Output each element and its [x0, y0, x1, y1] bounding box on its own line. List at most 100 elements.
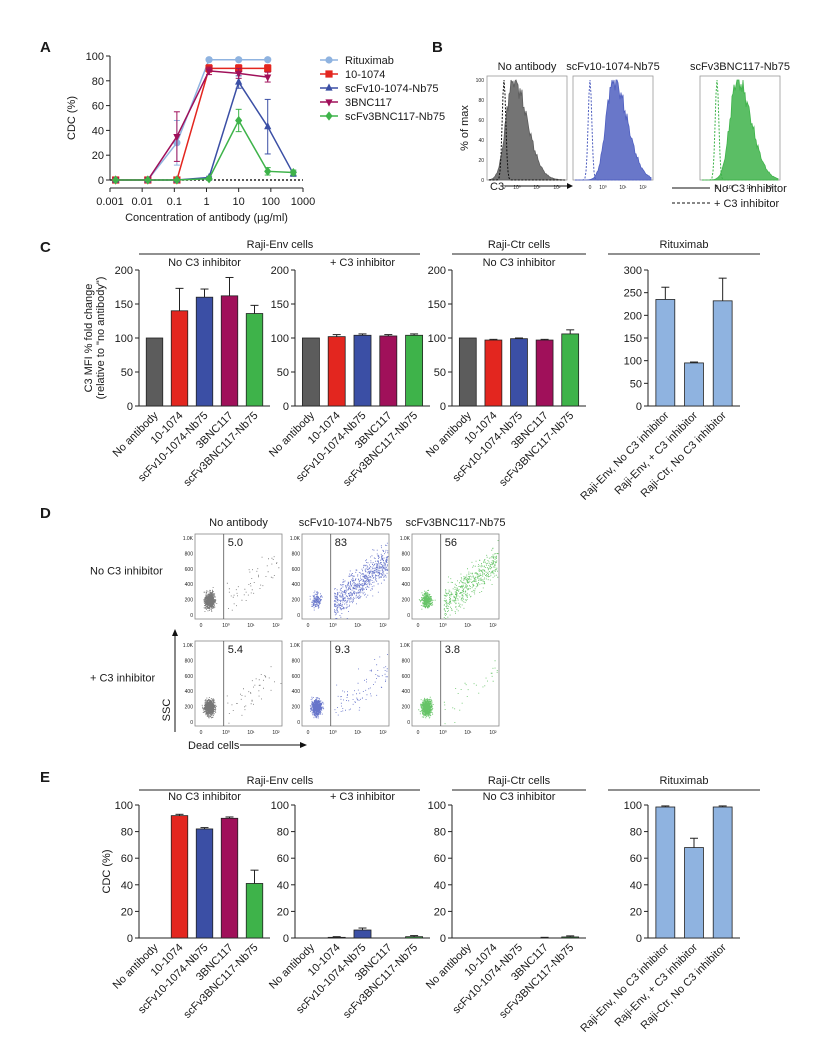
- bar: [145, 337, 164, 407]
- data-point: [235, 70, 243, 78]
- gate-percent: 5.4: [228, 644, 243, 656]
- data-point: [235, 77, 243, 85]
- column-title: scFv10-1074-Nb75: [299, 517, 393, 529]
- y-tick-label: 80: [630, 827, 642, 839]
- y-tick-label: 20: [630, 906, 642, 918]
- y-tick-label: 600: [402, 674, 411, 680]
- y-tick-label: 400: [185, 582, 194, 588]
- y-tick-label: 60: [277, 853, 289, 865]
- series-line: [115, 80, 294, 181]
- y-tick-label: 60: [434, 853, 446, 865]
- bar: [510, 338, 528, 407]
- panel-d-flow: No antibody scFv10-1074-Nb75 scFv3BNC117-N…: [90, 517, 506, 752]
- bar: [712, 806, 733, 939]
- y-tick-label: 100: [624, 800, 642, 812]
- x-tick-label: 0: [200, 623, 203, 629]
- y-tick-label: 100: [115, 800, 133, 812]
- dot-plot: 5.0 0 200 400 600 800 1.0K 0 10⁰ 10¹ 10²: [183, 533, 283, 629]
- y-tick-label: 200: [115, 265, 133, 277]
- legend-label: 3BNC117: [345, 97, 392, 109]
- gate-percent: 83: [335, 537, 347, 549]
- series-4: [112, 108, 297, 185]
- y-tick-label: 400: [292, 582, 301, 588]
- bar: [220, 295, 239, 407]
- series-3: [112, 66, 272, 185]
- x-tick-label: 10²: [272, 623, 280, 629]
- data-point: [235, 56, 243, 64]
- y-tick-label: 40: [121, 880, 133, 892]
- y-tick-label: 200: [624, 310, 642, 322]
- x-tick-label: 0: [716, 185, 719, 191]
- y-tick-label: 20: [121, 906, 133, 918]
- data-point: [173, 134, 181, 142]
- panel-a-chart: 0 20 40 60 80 100 0.001 0.01 0.1 1 10 100 1000Concen…: [66, 51, 445, 224]
- y-tick-label: 600: [292, 567, 301, 573]
- y-tick-label: 0: [297, 613, 300, 619]
- bar: [170, 815, 189, 939]
- group-subheader: No C3 inhibitor: [483, 257, 556, 269]
- y-tick-label: 50: [277, 367, 289, 379]
- bar: [655, 299, 676, 407]
- x-tick-label: 10²: [766, 185, 774, 191]
- y-tick-label: 100: [86, 51, 104, 63]
- legend-marker: [325, 70, 333, 78]
- y-tick-label: 100: [428, 333, 446, 345]
- bar: [561, 936, 580, 939]
- histogram-panel: No antibody 0 10⁰ 10¹ 10² 0 20 40 60 80 100: [476, 61, 568, 191]
- bar: [195, 828, 214, 939]
- bar: [684, 847, 704, 939]
- y-tick-label: 0: [407, 720, 410, 726]
- bar: [484, 339, 503, 407]
- legend-marker: [325, 99, 333, 107]
- y-tick-label: 20: [478, 158, 484, 164]
- event-dots: [203, 556, 280, 612]
- x-tick-label: 0: [417, 730, 420, 736]
- y-tick-label: 100: [115, 333, 133, 345]
- y-tick-label: 50: [121, 367, 133, 379]
- data-point: [205, 56, 213, 64]
- legend-marker: [325, 111, 333, 121]
- x-tick-label: 10¹: [746, 185, 754, 191]
- y-axis-label: CDC (%): [66, 96, 78, 140]
- y-tick-label: 80: [434, 827, 446, 839]
- y-tick-label: 20: [434, 906, 446, 918]
- y-tick-label: 600: [402, 567, 411, 573]
- bar: [170, 310, 189, 407]
- y-tick-label: 200: [271, 265, 289, 277]
- inhibitor-curve: [489, 79, 565, 181]
- series-line: [115, 67, 268, 181]
- y-tick-label: 50: [630, 378, 642, 390]
- event-dots: [418, 540, 499, 619]
- y-tick-label: 0: [440, 933, 446, 945]
- y-axis-label: SSC: [161, 699, 173, 722]
- bar: [195, 296, 214, 407]
- x-tick-label: 10⁰: [513, 185, 521, 191]
- y-tick-label: 0: [127, 933, 133, 945]
- y-tick-label: 150: [115, 299, 133, 311]
- x-tick-label: 10²: [489, 730, 497, 736]
- x-tick-label: 10¹: [247, 730, 255, 736]
- x-tick-label: 10⁰: [599, 185, 607, 191]
- y-tick-label: 200: [185, 598, 194, 604]
- y-tick-label: 0: [190, 720, 193, 726]
- histogram-title: No antibody: [498, 61, 557, 73]
- x-tick-label: 10¹: [354, 623, 362, 629]
- y-tick-label: 600: [185, 567, 194, 573]
- ssc-arrowhead: [172, 629, 178, 636]
- gate-percent: 9.3: [335, 644, 350, 656]
- data-point: [205, 174, 213, 184]
- x-tick-label: 10¹: [464, 730, 472, 736]
- legend-marker: [325, 56, 333, 64]
- y-tick-label: 100: [624, 356, 642, 368]
- series-1: [112, 64, 272, 184]
- y-tick-label: 800: [185, 551, 194, 557]
- y-tick-label: 0: [481, 178, 484, 184]
- dot-plot: 56 0 200 400 600 800 1.0K 0 10⁰ 10¹ 10²: [400, 533, 500, 629]
- bar: [684, 362, 704, 407]
- y-tick-label: 40: [478, 138, 484, 144]
- x-tick-label: 0.1: [167, 196, 182, 208]
- y-tick-label: 600: [185, 674, 194, 680]
